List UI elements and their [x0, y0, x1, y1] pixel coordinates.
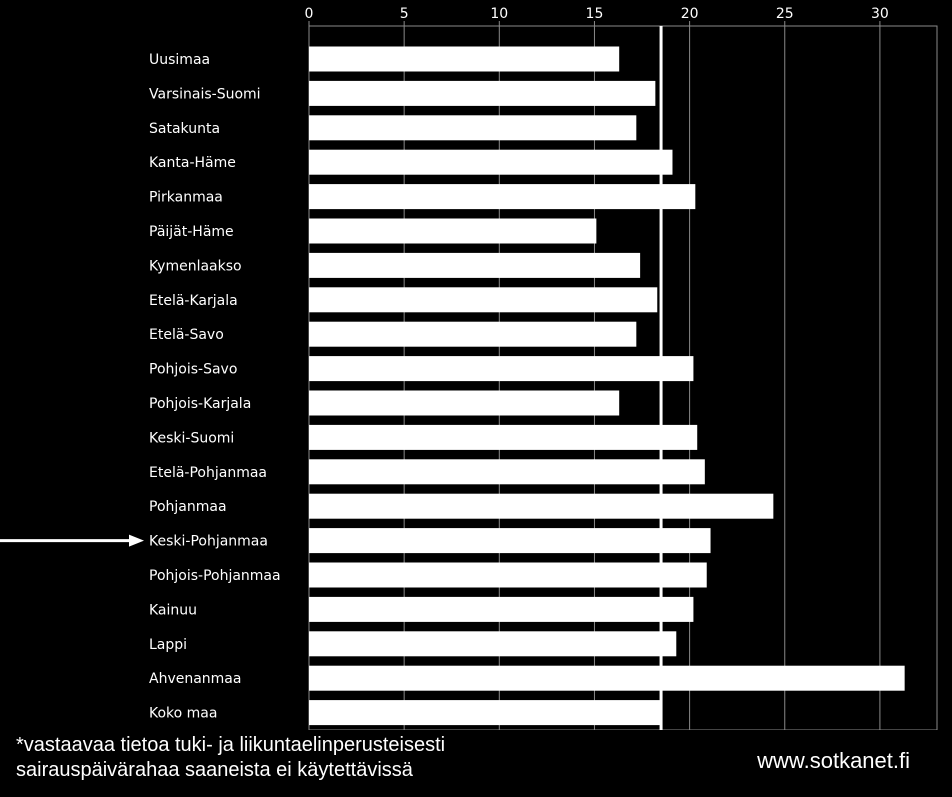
category-label: Uusimaa [149, 52, 210, 68]
tick-label: 30 [871, 6, 889, 22]
category-label: Kainuu [149, 602, 197, 618]
bar [309, 252, 641, 278]
bar [309, 356, 694, 382]
tick-label: 5 [400, 6, 409, 22]
source-link[interactable]: www.sotkanet.fi [757, 748, 910, 773]
category-label: Pohjois-Pohjanmaa [149, 568, 281, 584]
category-label: Keski-Suomi [149, 430, 234, 446]
highlight-arrow-head [129, 534, 144, 547]
category-label: Pohjois-Karjala [149, 396, 251, 412]
bar [309, 218, 597, 244]
bar [309, 115, 637, 141]
category-label: Etelä-Pohjanmaa [149, 465, 267, 481]
category-label: Etelä-Savo [149, 327, 224, 343]
category-label: Päijät-Häme [149, 224, 234, 240]
bar [309, 424, 698, 450]
tick-label: 25 [776, 6, 794, 22]
category-label: Pohjanmaa [149, 499, 227, 515]
category-label: Pirkanmaa [149, 190, 223, 206]
bar [309, 596, 694, 622]
bar [309, 184, 696, 210]
bar [309, 528, 711, 554]
bar [309, 665, 905, 691]
category-label: Koko maa [149, 706, 217, 722]
category-label: Keski-Pohjanmaa [149, 534, 268, 550]
bar [309, 321, 637, 347]
tick-label: 15 [586, 6, 604, 22]
footnote-line-2: sairauspäivärahaa saaneista ei käytettäv… [16, 759, 413, 781]
tick-label: 0 [305, 6, 314, 22]
bar [309, 149, 673, 175]
bar [309, 459, 705, 485]
footnote: *vastaavaa tietoa tuki- ja liikuntaelinp… [16, 733, 445, 783]
bar [309, 562, 707, 588]
footnote-line-1: *vastaavaa tietoa tuki- ja liikuntaelinp… [16, 734, 446, 756]
bar-chart: 0 5 10 15 20 25 30 Uusimaa Varsinais-Suomi Sataku… [0, 6, 938, 730]
bar [309, 631, 677, 657]
category-label: Etelä-Karjala [149, 293, 238, 309]
bar [309, 390, 620, 416]
category-label: Varsinais-Suomi [149, 86, 261, 102]
bar [309, 287, 658, 313]
tick-label: 20 [681, 6, 699, 22]
bar [309, 80, 656, 106]
category-label: Kymenlaakso [149, 258, 242, 274]
category-label: Satakunta [149, 121, 220, 137]
bar [309, 493, 774, 519]
category-label: Kanta-Häme [149, 155, 236, 171]
bar [309, 700, 662, 726]
category-label: Ahvenanmaa [149, 671, 241, 687]
category-label: Lappi [149, 637, 187, 653]
tick-label: 10 [490, 6, 508, 22]
category-label: Pohjois-Savo [149, 362, 237, 378]
bar [309, 46, 620, 72]
